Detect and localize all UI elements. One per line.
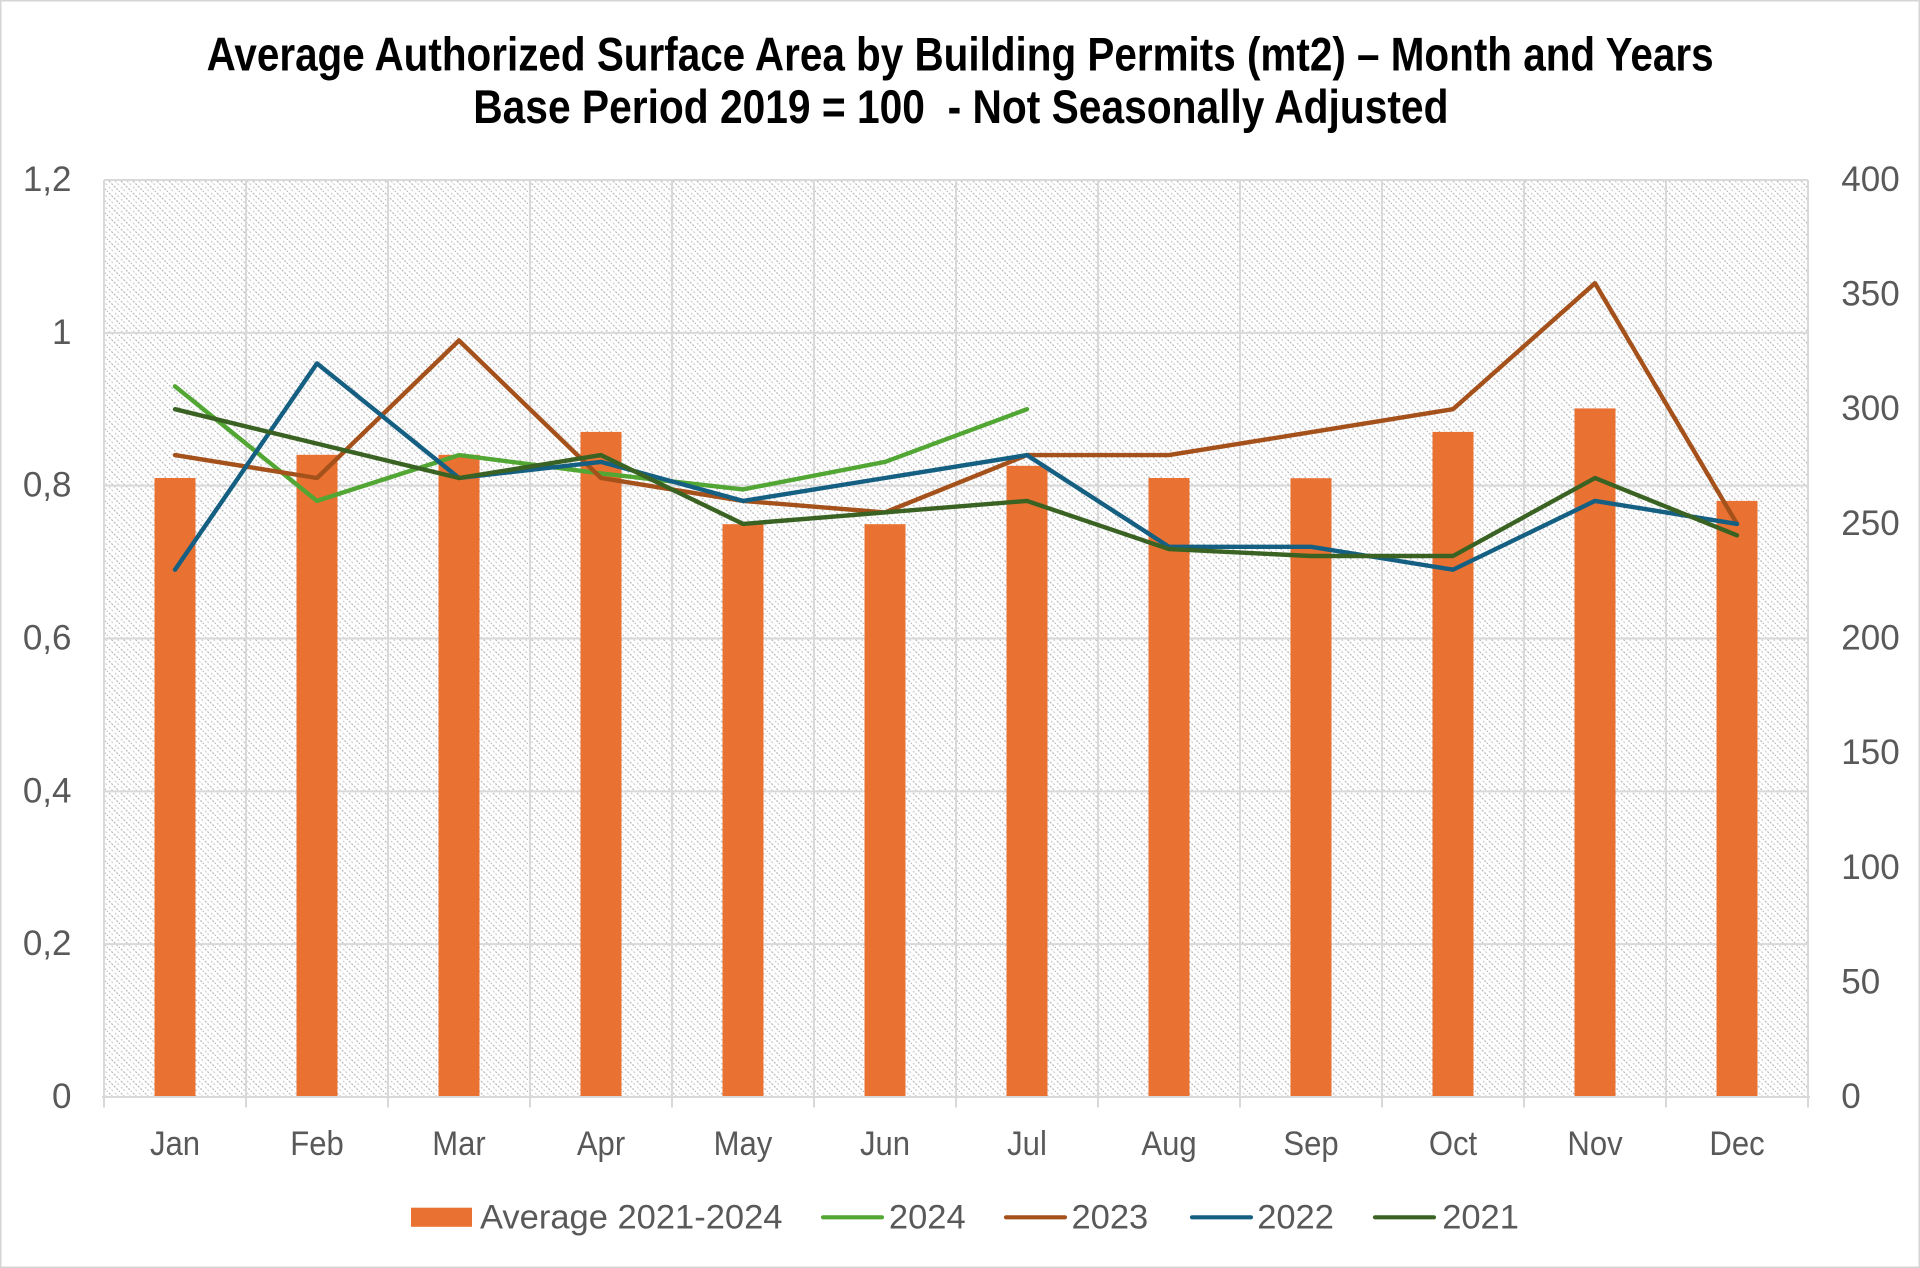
- svg-text:Feb: Feb: [290, 1123, 343, 1162]
- svg-text:2023: 2023: [1072, 1199, 1149, 1237]
- svg-text:200: 200: [1841, 619, 1899, 658]
- svg-text:0: 0: [1841, 1077, 1860, 1116]
- svg-text:Jun: Jun: [860, 1123, 910, 1162]
- svg-text:Jul: Jul: [1007, 1123, 1047, 1162]
- svg-text:2024: 2024: [889, 1199, 966, 1237]
- svg-text:350: 350: [1841, 275, 1899, 314]
- svg-text:Oct: Oct: [1429, 1123, 1477, 1162]
- svg-text:0,6: 0,6: [23, 619, 72, 658]
- svg-text:Mar: Mar: [432, 1123, 486, 1162]
- svg-text:0,8: 0,8: [23, 466, 72, 505]
- svg-text:Average Authorized Surface Are: Average Authorized Surface Area by Build…: [207, 29, 1714, 82]
- svg-text:2021: 2021: [1442, 1199, 1519, 1237]
- svg-text:Apr: Apr: [577, 1123, 625, 1162]
- svg-text:Aug: Aug: [1141, 1123, 1196, 1162]
- svg-text:Dec: Dec: [1709, 1123, 1764, 1162]
- svg-text:Nov: Nov: [1567, 1123, 1623, 1162]
- svg-text:0: 0: [52, 1077, 71, 1116]
- svg-text:0,4: 0,4: [23, 771, 72, 810]
- svg-text:Jan: Jan: [150, 1123, 200, 1162]
- svg-text:150: 150: [1841, 733, 1899, 772]
- svg-text:Average 2021-2024: Average 2021-2024: [480, 1199, 782, 1237]
- svg-text:2022: 2022: [1257, 1199, 1334, 1237]
- svg-text:50: 50: [1841, 963, 1880, 1002]
- svg-text:250: 250: [1841, 504, 1899, 543]
- svg-text:1,2: 1,2: [23, 160, 72, 199]
- svg-text:300: 300: [1841, 389, 1899, 428]
- svg-text:400: 400: [1841, 160, 1899, 199]
- svg-text:Base Period 2019 = 100 - Not: Base Period 2019 = 100 - Not Seasonally …: [473, 81, 1448, 133]
- svg-text:100: 100: [1841, 848, 1899, 887]
- svg-text:Sep: Sep: [1283, 1123, 1338, 1162]
- svg-text:May: May: [714, 1123, 773, 1162]
- svg-text:0,2: 0,2: [23, 924, 72, 963]
- svg-text:1: 1: [52, 313, 71, 352]
